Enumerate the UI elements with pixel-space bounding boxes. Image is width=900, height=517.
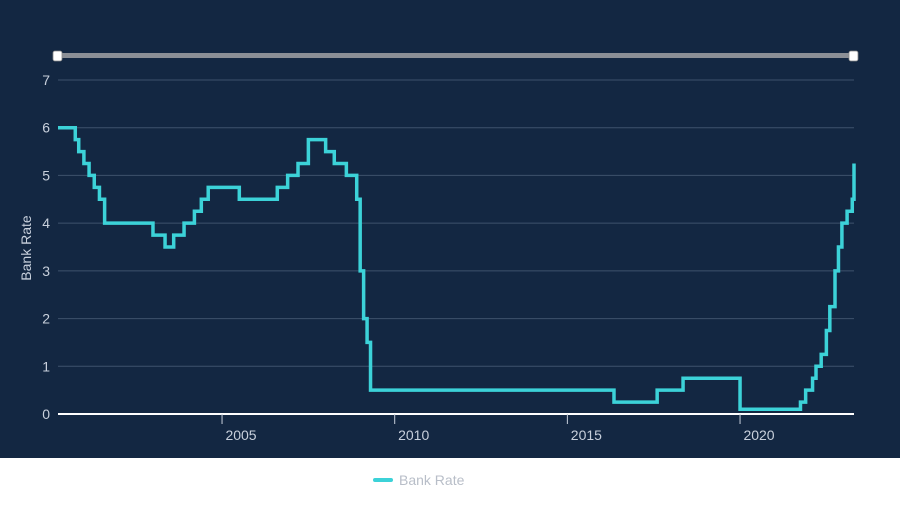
grid-lines <box>58 79 854 415</box>
x-tick-label: 2020 <box>743 427 774 443</box>
legend-swatch <box>373 478 393 482</box>
y-tick-label: 3 <box>42 263 50 279</box>
x-tick-label: 2015 <box>571 427 602 443</box>
y-tick-label: 5 <box>42 167 50 183</box>
x-tick-label: 2005 <box>225 427 256 443</box>
legend[interactable]: Bank Rate <box>373 472 464 488</box>
range-slider[interactable] <box>52 50 859 62</box>
y-axis-ticks: 0 1 2 3 4 5 6 7 <box>42 72 50 422</box>
legend-label: Bank Rate <box>399 472 465 488</box>
y-axis-title: Bank Rate <box>18 215 34 281</box>
y-tick-label: 1 <box>42 358 50 374</box>
range-slider-track[interactable] <box>58 53 854 58</box>
x-tick-label: 2010 <box>398 427 429 443</box>
y-tick-label: 4 <box>42 215 50 231</box>
chart-svg: 0 1 2 3 4 5 6 7 2005 2010 2015 2020 Bank Rate <box>18 50 859 443</box>
x-axis-ticks: 2005 2010 2015 2020 <box>221 414 775 443</box>
series-layer <box>58 125 856 411</box>
series-line-bank-rate[interactable] <box>58 125 856 411</box>
range-slider-handle-left[interactable] <box>52 50 63 62</box>
chart-panel: 0 1 2 3 4 5 6 7 2005 2010 2015 2020 Bank Rate <box>0 0 900 458</box>
range-slider-handle-right[interactable] <box>848 50 859 62</box>
y-tick-label: 2 <box>42 311 50 327</box>
y-tick-label: 7 <box>42 72 50 88</box>
y-tick-label: 6 <box>42 120 50 136</box>
y-tick-label: 0 <box>42 406 50 422</box>
